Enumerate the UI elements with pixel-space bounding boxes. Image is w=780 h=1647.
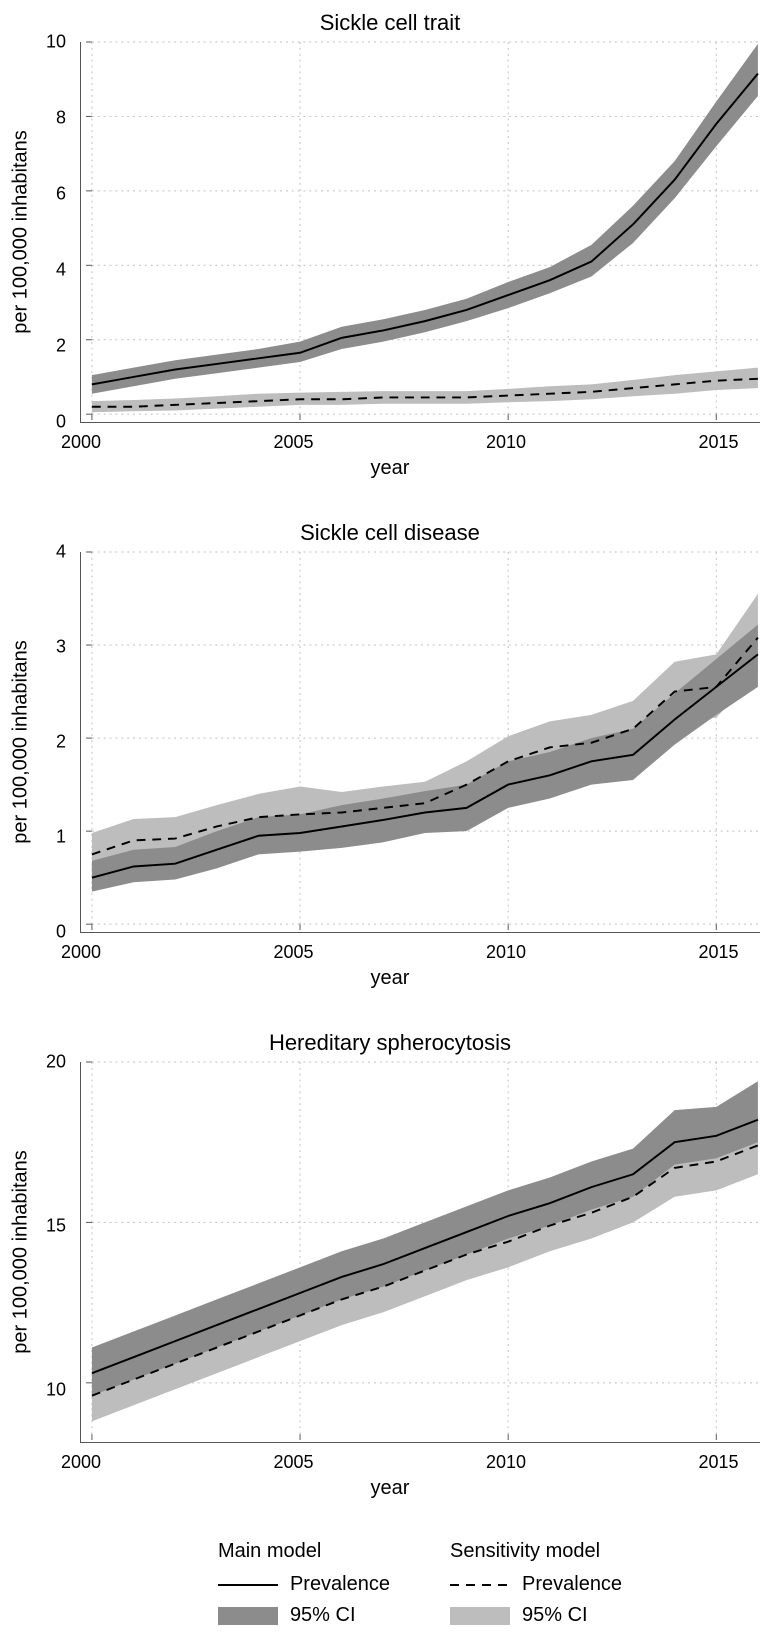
panel-title: Sickle cell trait — [0, 10, 780, 36]
legend-sens-prevalence: Prevalence — [450, 1573, 622, 1596]
panel-svg — [81, 42, 761, 422]
y-tick-label: 10 — [16, 32, 66, 53]
panel-title: Sickle cell disease — [0, 520, 780, 546]
y-tick-label: 10 — [16, 1379, 66, 1400]
plot-area: per 100,000 inhabitans 2000200520102015 … — [80, 552, 760, 933]
main-line — [92, 74, 758, 385]
legend-label: 95% CI — [522, 1604, 588, 1627]
x-tick-label: 2015 — [698, 1452, 738, 1473]
main-ci-band — [92, 44, 758, 394]
x-tick-label: 2005 — [273, 432, 313, 453]
panel-1: Sickle cell disease per 100,000 inhabita… — [0, 520, 780, 990]
y-tick-label: 2 — [16, 336, 66, 357]
x-tick-label: 2000 — [61, 942, 101, 963]
legend: Main model Prevalence 95% CI Sensitivity… — [80, 1540, 760, 1627]
plot-area: per 100,000 inhabitans 2000200520102015 … — [80, 42, 760, 423]
panel-svg — [81, 1062, 761, 1442]
panel-svg — [81, 552, 761, 932]
x-axis-label: year — [0, 1477, 780, 1500]
legend-main-col: Main model Prevalence 95% CI — [218, 1540, 390, 1627]
figure-root: Sickle cell trait per 100,000 inhabitans… — [0, 0, 780, 1647]
legend-label: 95% CI — [290, 1604, 356, 1627]
x-axis-label: year — [0, 967, 780, 990]
x-tick-label: 2005 — [273, 1452, 313, 1473]
legend-sens-col: Sensitivity model Prevalence 95% CI — [450, 1540, 622, 1627]
x-tick-label: 2000 — [61, 432, 101, 453]
x-tick-label: 2015 — [698, 942, 738, 963]
legend-sens-header: Sensitivity model — [450, 1540, 622, 1563]
y-tick-label: 4 — [16, 542, 66, 563]
dashed-line-icon — [450, 1575, 510, 1595]
y-tick-label: 20 — [16, 1052, 66, 1073]
x-tick-label: 2010 — [486, 1452, 526, 1473]
y-tick-label: 3 — [16, 637, 66, 658]
x-tick-label: 2015 — [698, 432, 738, 453]
panel-2: Hereditary spherocytosis per 100,000 inh… — [0, 1030, 780, 1500]
y-tick-label: 2 — [16, 732, 66, 753]
main-ci-swatch — [218, 1607, 278, 1625]
solid-line-icon — [218, 1575, 278, 1595]
main-ci-band — [92, 1081, 758, 1395]
legend-sens-ci: 95% CI — [450, 1604, 622, 1627]
y-tick-label: 0 — [16, 412, 66, 433]
y-tick-label: 15 — [16, 1215, 66, 1236]
y-axis-label: per 100,000 inhabitans — [10, 130, 33, 334]
y-tick-label: 4 — [16, 260, 66, 281]
legend-label: Prevalence — [290, 1573, 390, 1596]
y-tick-label: 8 — [16, 108, 66, 129]
sens-ci-swatch — [450, 1607, 510, 1625]
y-tick-label: 0 — [16, 922, 66, 943]
x-tick-label: 2010 — [486, 942, 526, 963]
y-axis-label: per 100,000 inhabitans — [10, 1150, 33, 1354]
x-tick-label: 2005 — [273, 942, 313, 963]
x-axis-label: year — [0, 457, 780, 480]
panel-0: Sickle cell trait per 100,000 inhabitans… — [0, 10, 780, 480]
panel-title: Hereditary spherocytosis — [0, 1030, 780, 1056]
main-ci-band — [92, 625, 758, 892]
legend-main-prevalence: Prevalence — [218, 1573, 390, 1596]
x-tick-label: 2010 — [486, 432, 526, 453]
x-tick-label: 2000 — [61, 1452, 101, 1473]
y-tick-label: 6 — [16, 184, 66, 205]
legend-label: Prevalence — [522, 1573, 622, 1596]
plot-area: per 100,000 inhabitans 2000200520102015 … — [80, 1062, 760, 1443]
legend-main-ci: 95% CI — [218, 1604, 390, 1627]
y-tick-label: 1 — [16, 827, 66, 848]
legend-main-header: Main model — [218, 1540, 390, 1563]
